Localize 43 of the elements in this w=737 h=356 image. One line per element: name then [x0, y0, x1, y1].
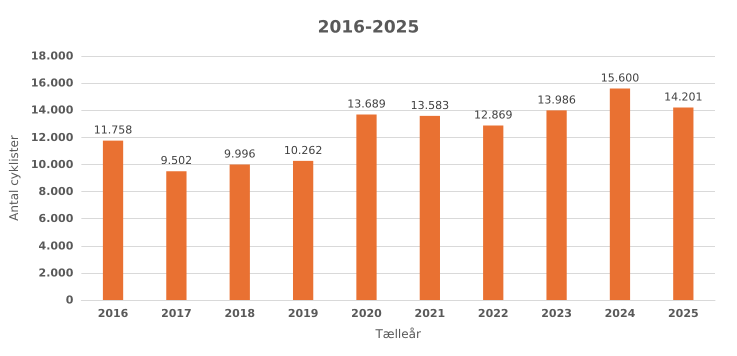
x-tick-label: 2017: [161, 307, 192, 320]
bar: [356, 114, 377, 300]
bar: [673, 108, 694, 300]
x-tick-label: 2021: [414, 307, 446, 320]
data-label: 14.201: [664, 90, 703, 104]
bar: [166, 171, 187, 300]
y-tick-label: 10.000: [30, 158, 74, 171]
y-tick-label: 8.000: [38, 185, 74, 198]
data-label: 13.689: [347, 97, 386, 110]
data-label: 10.262: [284, 144, 322, 157]
y-tick-label: 18.000: [30, 50, 74, 62]
chart-title: 2016-2025: [318, 18, 420, 38]
data-label: 15.600: [600, 72, 640, 85]
y-tick-label: 0: [66, 294, 74, 306]
data-label: 13.986: [537, 93, 576, 106]
y-tick-label: 12.000: [30, 130, 74, 144]
x-tick-label: 2019: [288, 307, 318, 320]
y-tick-label: 4.000: [38, 239, 74, 252]
x-tick-label: 2020: [351, 307, 382, 320]
bar: [420, 116, 440, 300]
data-label: 11.758: [94, 124, 132, 137]
y-axis-title: Antal cyklister: [7, 135, 21, 221]
y-tick-label: 6.000: [38, 212, 74, 226]
bar: [483, 126, 504, 300]
data-label: 9.502: [160, 154, 192, 168]
bar: [102, 140, 124, 300]
bar: [546, 110, 567, 300]
data-label: 9.996: [224, 148, 256, 160]
x-tick-label: 2024: [604, 307, 636, 320]
x-tick-label: 2023: [541, 307, 572, 320]
data-label: 13.583: [410, 98, 450, 112]
bar: [610, 88, 630, 300]
data-label: 12.869: [474, 108, 512, 122]
bar: [292, 160, 314, 300]
x-tick-label: 2022: [478, 307, 509, 320]
x-tick-label: 2025: [668, 307, 699, 320]
bar: [230, 164, 250, 300]
y-tick-label: 2.000: [38, 266, 74, 280]
x-tick-label: 2018: [224, 307, 256, 320]
x-tick-label: 2016: [98, 307, 129, 320]
x-axis-title: Tælleår: [374, 327, 421, 341]
y-tick-label: 16.000: [30, 76, 74, 90]
y-tick-label: 14.000: [30, 104, 74, 117]
